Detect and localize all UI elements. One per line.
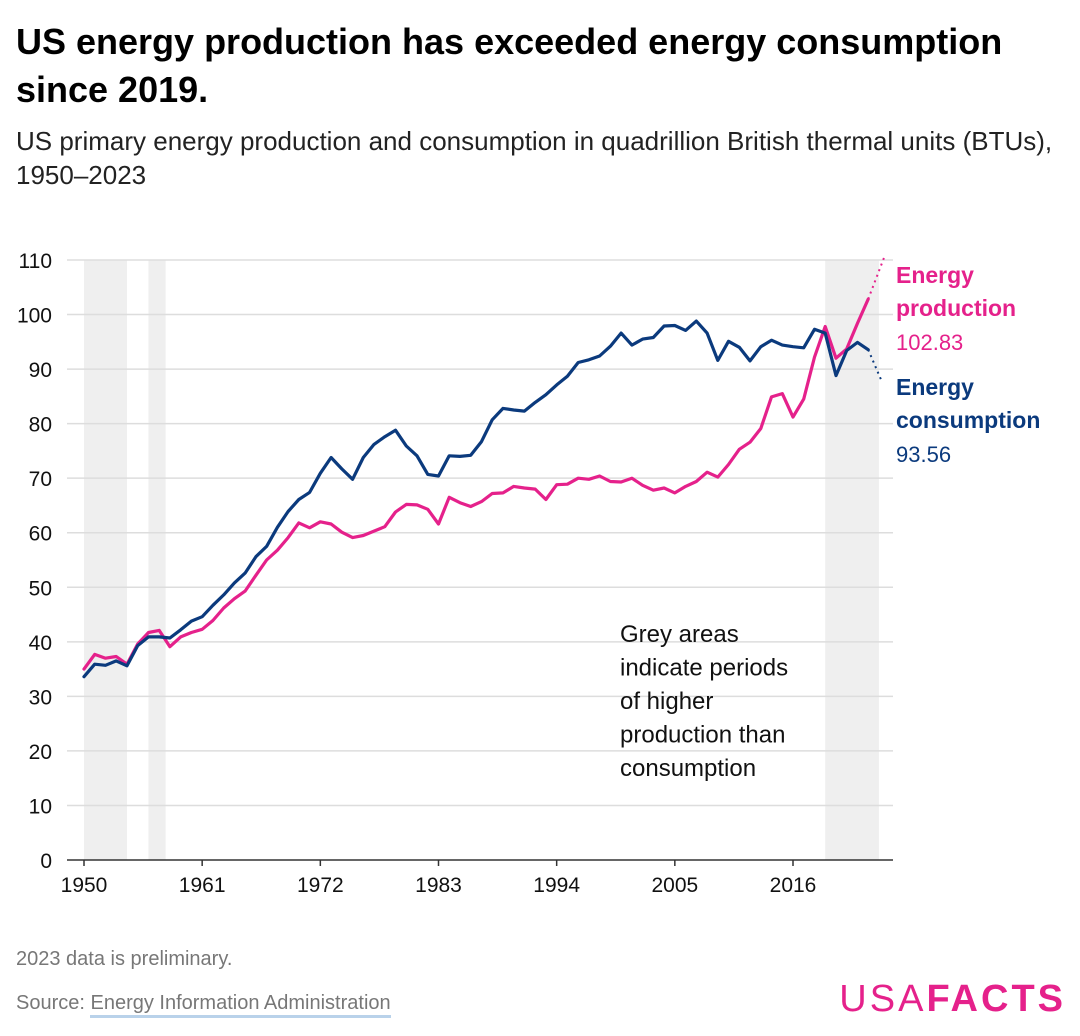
- axes: 0 10 20 30 40 50 60 70 80 90 100 110 1950 1961 1972 198…: [17, 250, 893, 897]
- annotation-line: consumption: [620, 755, 756, 782]
- logo-part-usa: USA: [839, 978, 927, 1020]
- y-tick-label: 110: [19, 250, 52, 273]
- production-value-label: 102.83: [896, 330, 963, 355]
- x-tick-label: 1972: [297, 874, 344, 897]
- y-tick-label: 0: [40, 850, 52, 873]
- y-tick-label: 50: [29, 577, 52, 600]
- consumption-label-line1: Energy: [896, 374, 974, 400]
- y-tick-label: 40: [29, 632, 52, 655]
- x-tick-label: 1961: [179, 874, 226, 897]
- y-tick-label: 20: [29, 741, 52, 764]
- footnote: 2023 data is preliminary.: [16, 948, 233, 970]
- gridlines: [67, 259, 893, 807]
- chart-subtitle: US primary energy production and consump…: [16, 126, 1053, 190]
- source-prefix: Source:: [16, 992, 91, 1014]
- consumption-line: [82, 319, 870, 679]
- x-tick-label: 2005: [651, 874, 698, 897]
- line-chart: 0 10 20 30 40 50 60 70 80 90 100 110 1950 1961 1972 198…: [17, 250, 1040, 897]
- y-tick-label: 100: [17, 305, 52, 328]
- x-tick-label: 2016: [770, 874, 817, 897]
- production-extension: [867, 256, 886, 300]
- usafacts-logo: USAFACTS: [839, 978, 1066, 1021]
- consumption-value-label: 93.56: [896, 442, 951, 467]
- source-link[interactable]: Energy Information Administration: [90, 992, 391, 1018]
- y-tick-label: 80: [29, 414, 52, 437]
- y-tick-label: 60: [29, 523, 52, 546]
- logo-part-facts: FACTS: [926, 978, 1066, 1020]
- annotation-line: Grey areas: [620, 621, 739, 648]
- consumption-label-line2: consumption: [896, 407, 1040, 433]
- production-label-line2: production: [896, 295, 1016, 321]
- shaded-periods: [84, 260, 879, 860]
- shaded-period-2: [148, 260, 166, 860]
- x-tick-label: 1983: [415, 874, 462, 897]
- y-tick-label: 30: [29, 686, 52, 709]
- shaded-period-1: [84, 260, 127, 860]
- annotation-line: production than: [620, 722, 785, 749]
- series-labels: Energy production 102.83 Energy consumption 9…: [896, 262, 1040, 467]
- production-line: [82, 297, 870, 671]
- annotation-line: indicate periods: [620, 655, 788, 682]
- y-tick-label: 10: [29, 795, 52, 818]
- x-tick-label: 1950: [61, 874, 108, 897]
- y-tick-label: 90: [29, 359, 52, 382]
- x-tick-label: 1994: [533, 874, 580, 897]
- annotation-line: of higher: [620, 688, 713, 715]
- production-label-line1: Energy: [896, 262, 974, 288]
- y-tick-label: 70: [29, 468, 52, 491]
- shading-annotation: Grey areas indicate periods of higher produ…: [620, 621, 788, 782]
- source-line: Source: Energy Information Administratio…: [16, 992, 391, 1018]
- series-lines: [82, 256, 886, 679]
- shaded-period-3: [825, 260, 879, 860]
- chart-title: US energy production has exceeded energy…: [16, 21, 1003, 110]
